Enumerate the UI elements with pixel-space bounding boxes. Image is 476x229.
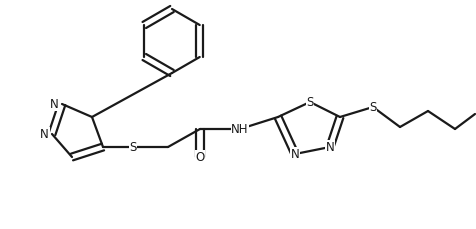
Text: S: S [368, 101, 376, 114]
Text: N: N [325, 141, 334, 154]
Text: S: S [306, 96, 313, 109]
Text: O: O [195, 151, 204, 164]
Text: S: S [129, 141, 137, 154]
Text: N: N [290, 148, 299, 161]
Text: N: N [40, 128, 49, 141]
Text: NH: NH [231, 123, 248, 136]
Text: N: N [50, 98, 59, 111]
